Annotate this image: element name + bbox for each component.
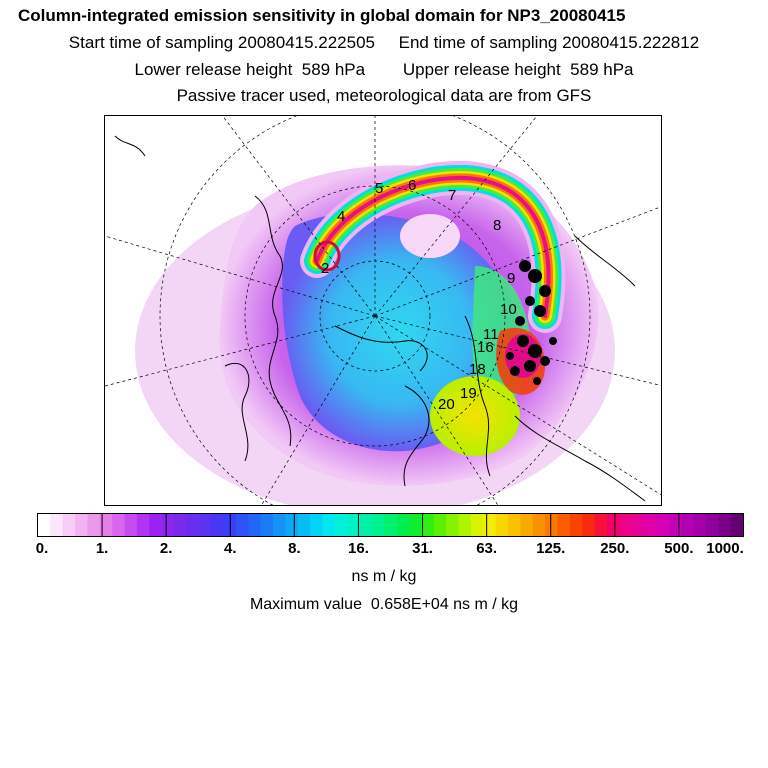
colorbar-swatch [495,514,509,536]
traj-label-5: 5 [375,180,383,197]
colorbar-swatches [38,514,743,536]
colorbar-swatch [124,514,138,536]
traj-label-4: 4 [337,208,345,225]
colorbar-swatch [483,514,497,536]
map-canvas: 2 4 5 6 7 8 9 10 11 16 18 19 20 [105,116,661,505]
release-height-line: Lower release height 589 hPa Upper relea… [134,60,634,79]
colorbar-swatch [606,514,620,536]
colorbar-tick-label: 2. [159,540,173,557]
colorbar-swatch [198,514,212,536]
colorbar-tick-label: 1000. [706,540,744,557]
traj-label-7: 7 [448,187,456,204]
plume-yellow [430,376,520,456]
colorbar-swatch [285,514,299,536]
traj-label-18: 18 [469,361,486,378]
tracer-info-line: Passive tracer used, meteorological data… [176,86,592,105]
traj-label-9: 9 [507,270,515,287]
colorbar-tick-label: 4. [224,540,237,557]
colorbar-swatch [334,514,348,536]
colorbar-swatch [384,514,398,536]
colorbar-swatch [631,514,645,536]
traj-label-19: 19 [460,385,477,402]
colorbar-swatch [705,514,719,536]
traj-label-2: 2 [321,260,329,277]
colorbar-swatch [136,514,150,536]
traj-label-10: 10 [500,301,517,318]
colorbar-swatch [174,514,188,536]
colorbar-tick-label: 1. [95,540,109,557]
colorbar-tick-label: 250. [600,540,630,557]
colorbar-swatch [149,514,163,536]
colorbar-swatch [446,514,460,536]
colorbar-swatch [421,514,435,536]
colorbar-tick-label: 16. [348,540,369,557]
colorbar-swatch [557,514,571,536]
polar-map: 2 4 5 6 7 8 9 10 11 16 18 19 20 [104,115,662,506]
colorbar-tick-label: 125. [536,540,566,557]
colorbar-swatch [87,514,101,536]
colorbar-swatch [248,514,262,536]
colorbar-swatch [681,514,695,536]
colorbar-tick-label: 31. [412,540,433,557]
maximum-value-label: Maximum value 0.658E+04 ns m / kg [249,596,519,613]
figure-title: Column-integrated emission sensitivity i… [18,6,626,25]
colorbar-swatch [112,514,126,536]
colorbar-swatch [644,514,658,536]
colorbar-swatch [186,514,200,536]
colorbar-swatch [310,514,324,536]
colorbar-swatch [75,514,89,536]
colorbar-swatch [50,514,64,536]
colorbar-swatch [273,514,286,536]
colorbar-swatch [371,514,385,536]
colorbar-swatch [297,514,311,536]
colorbar-swatch [99,514,113,536]
sampling-time-line: Start time of sampling 20080415.222505 E… [68,33,700,52]
colorbar-swatch [730,514,743,536]
colorbar-swatch [322,514,336,536]
colorbar-swatch [656,514,670,536]
particle-clusters [506,260,557,385]
colorbar-tick-label: 63. [476,540,498,557]
colorbar-swatch [582,514,596,536]
traj-label-11: 11 [483,326,499,343]
colorbar-swatch [409,514,423,536]
colorbar-swatch [433,514,447,536]
colorbar-swatch [62,514,76,536]
trajectory-band [300,160,566,333]
colorbar-units: ns m / kg [351,568,417,585]
colorbar-swatch [470,514,484,536]
traj-label-8: 8 [493,217,501,234]
colorbar-tick-label: 8. [288,540,301,557]
colorbar-swatch [718,514,732,536]
colorbar-swatch [508,514,521,536]
coastlines [114,135,646,502]
colorbar-swatch [619,514,633,536]
pale-region [400,214,460,258]
colorbar-swatch [211,514,225,536]
colorbar-swatch [161,514,175,536]
traj-label-6: 6 [408,177,416,194]
colorbar-swatch [520,514,534,536]
colorbar [37,513,744,537]
colorbar-tick-label: 500. [664,540,694,557]
colorbar-swatch [693,514,707,536]
colorbar-swatch [458,514,472,536]
colorbar-swatch [260,514,274,536]
colorbar-swatch [594,514,608,536]
colorbar-swatch [347,514,361,536]
colorbar-swatch [569,514,583,536]
traj-label-16: 16 [477,339,494,356]
colorbar-swatch [359,514,373,536]
colorbar-tick-label: 0. [35,540,49,557]
colorbar-swatch [532,514,546,536]
colorbar-swatch [668,514,682,536]
colorbar-swatch [545,514,559,536]
traj-label-20: 20 [438,396,455,413]
colorbar-swatch [235,514,249,536]
colorbar-swatch [38,514,51,536]
colorbar-swatch [396,514,410,536]
